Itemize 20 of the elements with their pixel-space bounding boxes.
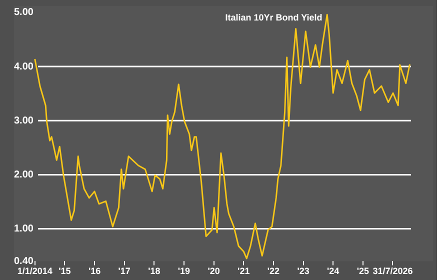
x-tick-label: '15 — [58, 266, 71, 276]
y-tick-label: 2.00 — [14, 169, 34, 180]
y-tick-label: 3.00 — [14, 115, 34, 126]
y-tick-label: 0.40 — [14, 256, 34, 267]
x-tick-label: '23 — [297, 266, 310, 276]
x-tick-label: '22 — [267, 266, 280, 276]
y-tick-label: 5.00 — [14, 7, 34, 18]
x-tick-label: '19 — [178, 266, 190, 276]
x-tick-label: 31/7/2026 — [372, 266, 413, 276]
x-tick-label: '24 — [327, 266, 340, 276]
x-tick-label: '17 — [118, 266, 130, 276]
x-tick-label: 1/1/2014 — [17, 266, 52, 276]
x-tick-label: '20 — [208, 266, 220, 276]
x-tick-label: '25 — [356, 266, 369, 276]
y-tick-label: 1.00 — [14, 224, 34, 235]
y-tick-label: 4.00 — [14, 61, 34, 72]
text: Italian 10Yr Bond Yield — [225, 12, 322, 22]
x-tick-label: '21 — [238, 266, 250, 276]
x-tick-label: '18 — [148, 266, 160, 276]
x-tick-label: '16 — [88, 266, 101, 276]
